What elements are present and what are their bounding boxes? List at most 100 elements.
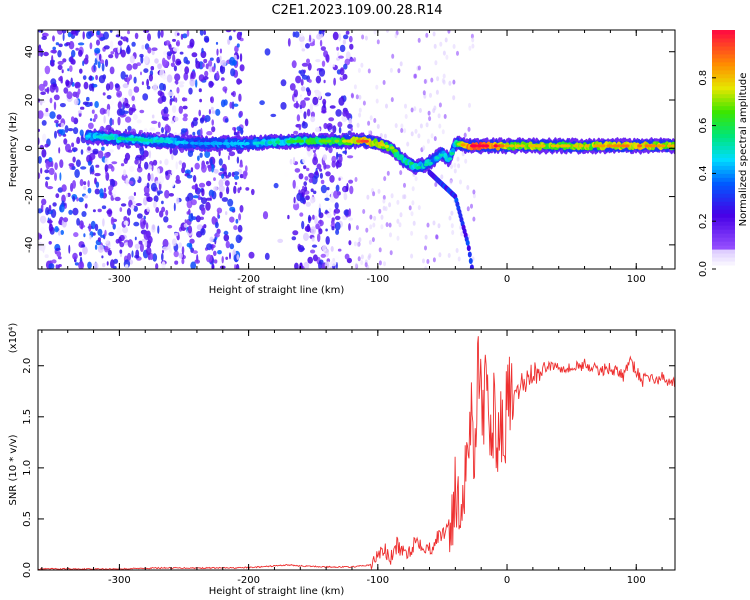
noise-blob <box>55 42 60 46</box>
noise-blob <box>142 93 149 101</box>
ridge-core <box>578 144 584 148</box>
noise-blob <box>307 62 312 71</box>
noise-blob <box>323 79 326 84</box>
noise-blob <box>306 167 310 172</box>
noise-blob <box>310 196 315 204</box>
noise-blob <box>229 243 235 250</box>
noise-blob <box>123 157 128 164</box>
noise-blob <box>77 88 81 95</box>
noise-blob <box>146 246 152 256</box>
noise-blob <box>329 62 332 68</box>
noise-blob <box>59 204 65 213</box>
noise-blob <box>367 255 371 261</box>
noise-blob <box>417 205 421 211</box>
noise-blob <box>223 99 228 106</box>
colorbar-segment <box>712 97 735 103</box>
spectrogram-plot-area <box>38 30 675 269</box>
ridge-core <box>584 144 590 148</box>
noise-blob <box>134 159 139 165</box>
noise-blob <box>157 90 163 96</box>
noise-blob <box>161 253 164 261</box>
noise-blob <box>299 262 303 269</box>
noise-blob <box>156 168 160 175</box>
noise-blob <box>54 162 58 171</box>
noise-blob <box>103 187 107 193</box>
colorbar-segment <box>712 145 735 150</box>
noise-blob <box>39 144 44 150</box>
ridge-core <box>536 144 542 148</box>
noise-blob <box>50 78 57 86</box>
noise-blob <box>318 68 326 77</box>
noise-blob <box>175 58 182 66</box>
noise-blob <box>218 158 223 166</box>
noise-blob <box>398 222 402 228</box>
noise-blob <box>201 188 205 197</box>
ridge-core <box>620 144 626 148</box>
noise-blob <box>198 109 201 117</box>
noise-blob <box>205 201 211 211</box>
colorbar-segment <box>712 209 735 214</box>
noise-blob <box>423 79 427 84</box>
noise-blob <box>58 264 62 267</box>
noise-blob <box>77 42 85 46</box>
colorbar-segment <box>712 85 735 91</box>
noise-blob <box>128 74 133 80</box>
noise-blob <box>417 133 421 139</box>
noise-blob <box>117 101 123 110</box>
noise-blob <box>103 115 106 124</box>
noise-blob <box>444 37 448 43</box>
noise-blob <box>198 74 205 82</box>
noise-blob <box>72 207 79 216</box>
noise-blob <box>430 133 434 139</box>
noise-blob <box>162 73 167 80</box>
noise-blob <box>81 244 86 248</box>
y-tick-label: -40 <box>24 237 35 253</box>
noise-blob <box>105 83 111 91</box>
y-tick-label: 2.0 <box>22 358 33 374</box>
noise-blob <box>344 253 350 260</box>
noise-blob <box>337 248 342 252</box>
noise-blob <box>357 68 361 73</box>
noise-blob <box>308 30 313 36</box>
noise-blob <box>102 262 106 268</box>
noise-blob <box>99 107 106 115</box>
noise-blob <box>104 164 109 173</box>
noise-blob <box>472 193 476 199</box>
noise-blob <box>315 75 322 84</box>
noise-blob <box>56 251 62 258</box>
noise-blob <box>44 254 49 259</box>
ridge-core <box>504 144 510 148</box>
noise-blob <box>210 158 213 166</box>
noise-blob <box>44 169 50 174</box>
snr-frame <box>37 329 676 571</box>
ridge-core <box>472 144 478 148</box>
noise-blob <box>44 143 49 148</box>
noise-blob <box>50 49 57 54</box>
noise-blob <box>424 266 428 269</box>
noise-blob <box>130 108 137 112</box>
noise-blob <box>83 81 89 90</box>
noise-blob <box>76 136 81 144</box>
noise-blob <box>63 217 69 223</box>
noise-blob <box>235 234 242 244</box>
noise-blob <box>186 30 190 37</box>
noise-blob <box>314 170 319 176</box>
noise-blob <box>73 98 79 106</box>
ridge-core <box>286 140 292 144</box>
noise-blob <box>367 120 371 126</box>
noise-blob <box>144 55 149 64</box>
ridge-core <box>244 141 250 146</box>
noise-blob <box>106 95 112 100</box>
noise-blob <box>452 95 456 101</box>
ridge-core <box>460 143 466 147</box>
noise-blob <box>104 245 109 253</box>
noise-blob <box>55 264 59 269</box>
noise-blob <box>205 180 212 187</box>
noise-blob <box>332 63 335 68</box>
noise-blob <box>95 164 100 168</box>
noise-blob <box>471 37 475 43</box>
noise-blob <box>383 261 386 267</box>
noise-blob <box>233 175 240 180</box>
noise-blob <box>449 179 453 185</box>
noise-blob <box>117 116 121 126</box>
